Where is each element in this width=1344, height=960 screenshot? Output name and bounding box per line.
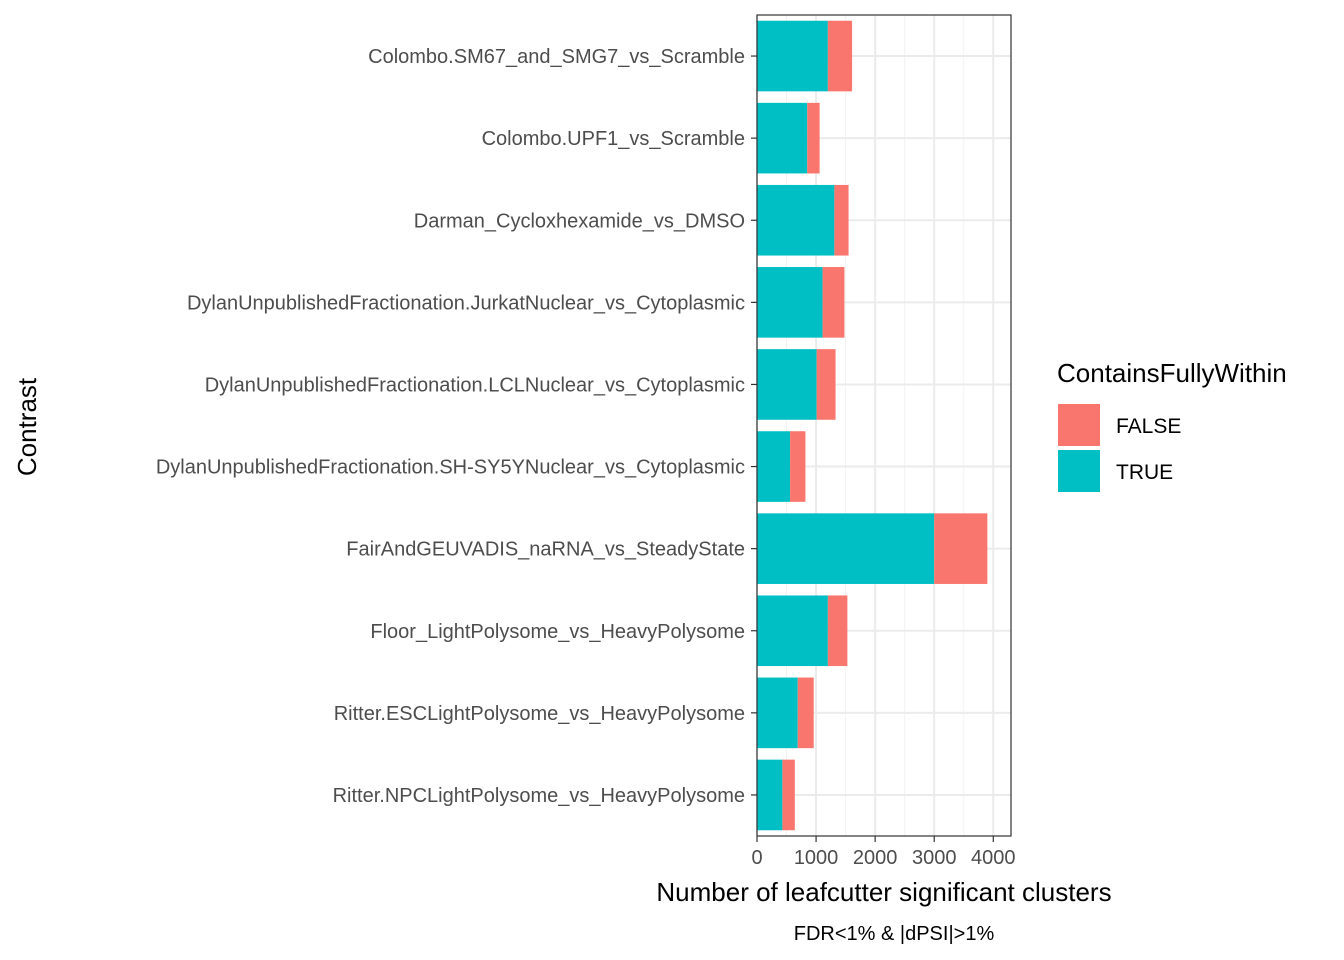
bar-false: [822, 267, 845, 338]
bar-false: [797, 677, 814, 749]
x-axis-caption: FDR<1% & |dPSI|>1%: [794, 923, 995, 945]
bar-false: [807, 102, 820, 174]
bar-true: [757, 267, 823, 338]
bar-true: [757, 513, 935, 584]
y-axis-title: Contrast: [12, 377, 42, 476]
legend-label: FALSE: [1116, 415, 1181, 438]
legend-label: TRUE: [1116, 461, 1173, 484]
y-tick-label: DylanUnpublishedFractionation.LCLNuclear…: [205, 374, 745, 396]
y-tick-label: FairAndGEUVADIS_naRNA_vs_SteadyState: [346, 539, 745, 561]
panel-border: [756, 14, 1012, 837]
y-tick-label: Colombo.SM67_and_SMG7_vs_Scramble: [368, 46, 745, 68]
bar-true: [757, 20, 828, 92]
y-tick-label: Ritter.ESCLightPolysome_vs_HeavyPolysome: [334, 703, 745, 725]
legend-key-true: [1058, 450, 1100, 492]
y-tick-label: DylanUnpublishedFractionation.SH-SY5YNuc…: [156, 457, 745, 479]
y-tick-label: DylanUnpublishedFractionation.JurkatNucl…: [187, 292, 745, 314]
legend-key-false: [1058, 404, 1100, 446]
x-tick-label: 2000: [853, 847, 898, 869]
x-tick-label: 3000: [912, 847, 957, 869]
bar-true: [757, 184, 835, 256]
bar-false: [827, 20, 853, 92]
bar-false: [934, 513, 988, 584]
bar-false: [816, 349, 836, 420]
legend: ContainsFullyWithin FALSE TRUE: [1057, 358, 1287, 492]
bar-false: [782, 759, 795, 831]
y-tick-label: Darman_Cycloxhexamide_vs_DMSO: [414, 210, 745, 232]
x-axis-ticks: 0 1000 2000 3000 4000: [751, 836, 1016, 869]
x-tick-label: 0: [751, 847, 762, 869]
plot-panel: [756, 14, 1012, 837]
bar-false: [834, 184, 849, 256]
bar-true: [757, 102, 808, 174]
x-tick-label: 1000: [794, 847, 839, 869]
bar-true: [757, 349, 817, 420]
bar-true: [757, 431, 791, 502]
bar-true: [757, 595, 828, 667]
y-tick-label: Floor_LightPolysome_vs_HeavyPolysome: [370, 621, 745, 643]
legend-title: ContainsFullyWithin: [1057, 358, 1287, 388]
bar-true: [757, 677, 798, 749]
bar-true: [757, 759, 783, 831]
bar-false: [790, 431, 806, 502]
x-axis-title: Number of leafcutter significant cluster…: [656, 877, 1111, 907]
x-tick-label: 4000: [971, 847, 1016, 869]
y-tick-label: Ritter.NPCLightPolysome_vs_HeavyPolysome: [333, 785, 745, 807]
y-axis-tick-labels: Colombo.SM67_and_SMG7_vs_Scramble Colombo…: [156, 46, 757, 807]
legend-entries: FALSE TRUE: [1058, 404, 1181, 492]
bar-false: [827, 595, 848, 667]
y-tick-label: Colombo.UPF1_vs_Scramble: [482, 128, 745, 150]
